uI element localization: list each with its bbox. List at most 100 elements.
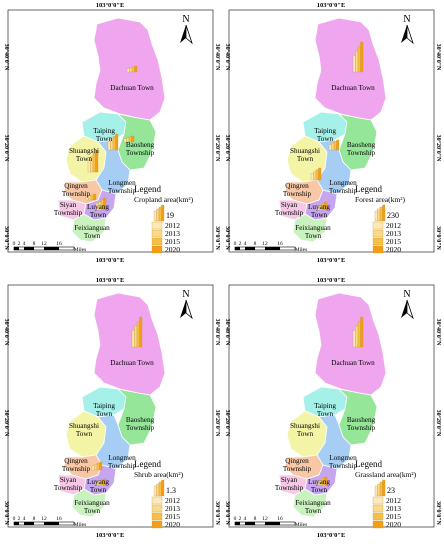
label-siyan-2: Township (54, 484, 83, 492)
legend-swatch-2013 (151, 504, 163, 513)
bar-glyph (94, 464, 98, 471)
map-panel-forest: Dachuan Town Taiping Town Baosheng Towns… (221, 0, 442, 275)
lat-label-left-top: 30°40'0"N (224, 319, 231, 346)
region-feixianguan (292, 213, 328, 243)
scale-tick-4: 12 (262, 516, 268, 522)
bar-glyph (360, 41, 364, 73)
lat-label-right-bot: 30°0'0"N (214, 226, 221, 250)
label-siyan-1: Siyan (60, 201, 77, 209)
legend-max-value: 1.3 (166, 486, 176, 495)
legend-sample-bars (153, 479, 165, 497)
label-taiping-2: Town (96, 135, 113, 143)
scale-unit: Miles (295, 522, 308, 528)
label-qingren-1: Qingren (285, 457, 309, 465)
scale-unit: Miles (74, 247, 87, 253)
map-panel-cropland: Dachuan Town Taiping Town Baosheng Towns… (0, 0, 221, 275)
region-feixianguan (71, 213, 107, 243)
scale-tick-5: 16 (56, 241, 62, 247)
legend-sample-bars (374, 204, 386, 222)
label-shuangshi-2: Town (297, 155, 314, 163)
map-regions (57, 292, 166, 518)
label-baosheng-2: Township (126, 424, 155, 432)
north-label: N (182, 14, 189, 25)
lon-label-bottom: 103°0'0"E (317, 532, 346, 539)
label-dachuan: Dachuan Town (331, 359, 375, 367)
label-taiping-2: Town (96, 410, 113, 418)
lat-label-left-mid: 30°20'0"N (3, 410, 10, 437)
bar-glyph (360, 316, 364, 348)
scale-tick-2: 4 (244, 516, 247, 522)
legend-year-2013: 2013 (165, 229, 180, 238)
legend-subtitle: Shrub area(km²) (134, 470, 184, 479)
label-siyan-1: Siyan (281, 476, 298, 484)
lon-label-bottom: 103°0'0"E (96, 532, 125, 539)
scale-unit: Miles (295, 247, 308, 253)
legend-max-value: 230 (387, 211, 399, 220)
legend-max-value: 23 (387, 486, 395, 495)
legend-year-2012: 2012 (165, 221, 180, 230)
north-label: N (403, 289, 410, 300)
lon-label-top: 103°0'0"E (317, 2, 346, 9)
bar-glyph (355, 50, 359, 73)
label-feixianguan-1: Feixianguan (295, 224, 331, 232)
legend-subtitle: Cropland area(km²) (134, 195, 194, 204)
bar-glyph (310, 173, 314, 181)
lat-label-right-mid: 30°20'0"N (435, 135, 442, 162)
bar-glyph (134, 65, 138, 73)
label-qingren-2: Township (283, 190, 312, 198)
bar-glyph (336, 139, 340, 151)
scale-tick-3: 8 (254, 241, 257, 247)
legend-year-2015: 2015 (165, 512, 180, 521)
scale-tick-4: 12 (262, 241, 268, 247)
lat-label-right-bot: 30°0'0"N (435, 501, 442, 525)
lat-label-left-bot: 30°0'0"N (3, 226, 10, 250)
bar-glyph (90, 194, 94, 201)
scale-tick-5: 16 (56, 516, 62, 522)
bar-glyph (328, 144, 332, 151)
legend-swatch-2012 (151, 496, 163, 505)
legend-year-2013: 2013 (386, 229, 401, 238)
label-baosheng-2: Township (347, 149, 376, 157)
bar-glyph (126, 68, 130, 73)
legend-year-2013: 2013 (386, 504, 401, 513)
label-feixianguan-2: Town (84, 507, 101, 515)
legend: Legend Cropland area(km²) 19 2012 2013 2… (134, 184, 194, 254)
bar-glyph (355, 325, 359, 348)
label-siyan-2: Township (275, 484, 304, 492)
label-longmen-2: Township (108, 462, 137, 470)
label-longmen-2: Township (108, 187, 137, 195)
bar-glyph (352, 55, 356, 73)
legend-title: Legend (134, 184, 161, 194)
legend-title: Legend (134, 459, 161, 469)
label-feixianguan-1: Feixianguan (295, 499, 331, 507)
label-siyan-1: Siyan (281, 201, 298, 209)
lat-label-right-mid: 30°20'0"N (214, 135, 221, 162)
legend-subtitle: Forest area(km²) (355, 195, 405, 204)
bar-glyph (357, 321, 361, 348)
lat-label-right-mid: 30°20'0"N (435, 410, 442, 437)
legend: Legend Grassland area(km²) 23 2012 2013 … (355, 459, 417, 529)
scale-tick-0: 0 (234, 241, 237, 247)
legend-year-2020: 2020 (165, 520, 180, 529)
legend-swatch-2015 (151, 237, 163, 246)
scale-tick-3: 8 (254, 516, 257, 522)
town-labels: Dachuan Town Taiping Town Baosheng Towns… (275, 359, 376, 515)
label-qingren-1: Qingren (64, 182, 88, 190)
region-dachuan (314, 292, 387, 396)
label-dachuan: Dachuan Town (331, 84, 375, 92)
bar-glyph (313, 171, 317, 181)
scale-tick-4: 12 (41, 516, 47, 522)
lat-label-left-mid: 30°20'0"N (224, 135, 231, 162)
label-taiping-1: Taiping (314, 402, 336, 410)
lon-label-top: 103°0'0"E (96, 277, 125, 284)
region-longmen (95, 414, 131, 470)
scale-tick-0: 0 (13, 516, 16, 522)
label-baosheng-2: Township (347, 424, 376, 432)
bar-glyph (134, 325, 138, 348)
scale-tick-0: 0 (13, 241, 16, 247)
label-baosheng-1: Baosheng (347, 141, 376, 149)
label-siyan-2: Township (54, 209, 83, 217)
map-regions (57, 17, 166, 243)
town-labels: Dachuan Town Taiping Town Baosheng Towns… (54, 359, 155, 515)
scale-unit: Miles (74, 522, 87, 528)
